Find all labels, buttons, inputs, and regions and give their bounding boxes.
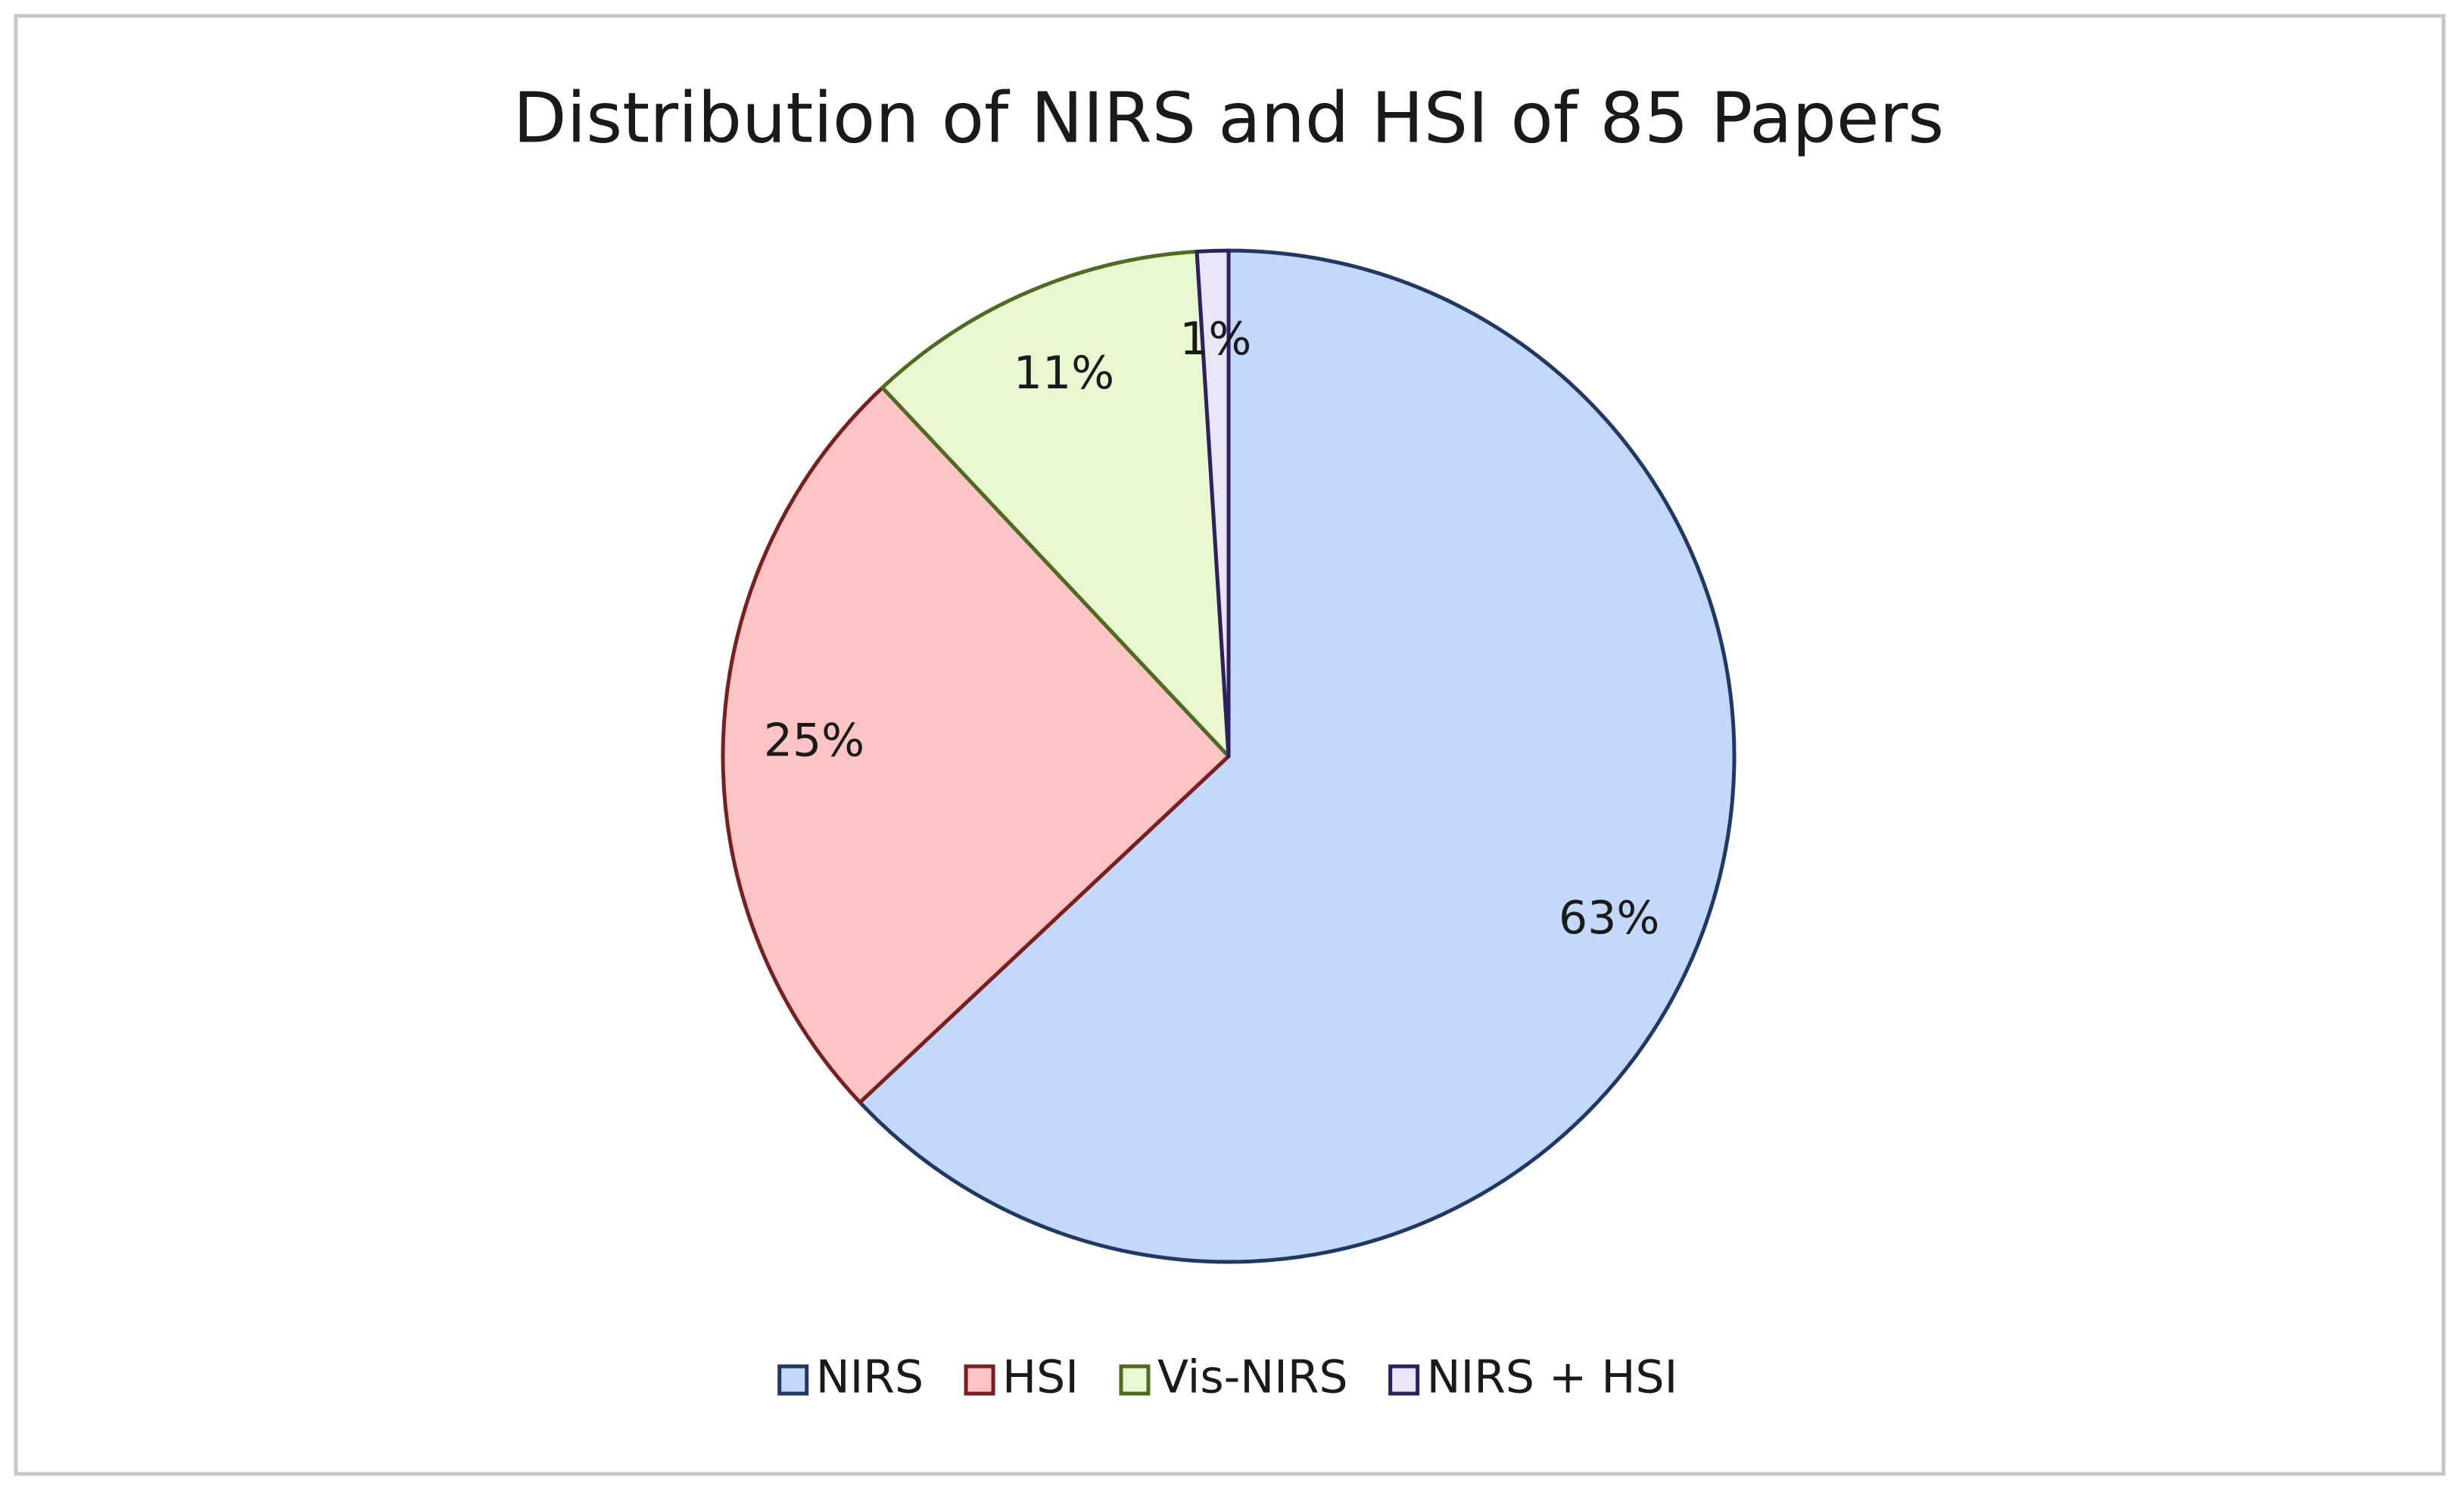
legend-label: NIRS [816,1351,924,1404]
legend-swatch [777,1364,809,1396]
pie-slice [858,248,1737,1264]
slice-label: 11% [1014,347,1114,400]
legend: NIRS HSI Vis-NIRS NIRS + HSI [777,1351,1678,1404]
legend-label: NIRS + HSI [1427,1351,1678,1404]
slice-label: 63% [1559,892,1659,945]
slice-label: 25% [764,714,864,767]
pie-slice [721,385,1231,1104]
chart-title: Distribution of NIRS and HSI of 85 Paper… [513,77,1944,158]
legend-swatch [964,1364,995,1396]
pie-slice [880,249,1231,758]
legend-swatch [1119,1364,1151,1396]
legend-swatch [1388,1364,1420,1396]
legend-label: HSI [1002,1351,1079,1404]
pie-slice [1195,248,1231,758]
legend-label: Vis-NIRS [1157,1351,1348,1404]
slice-label: 1% [1179,313,1251,366]
